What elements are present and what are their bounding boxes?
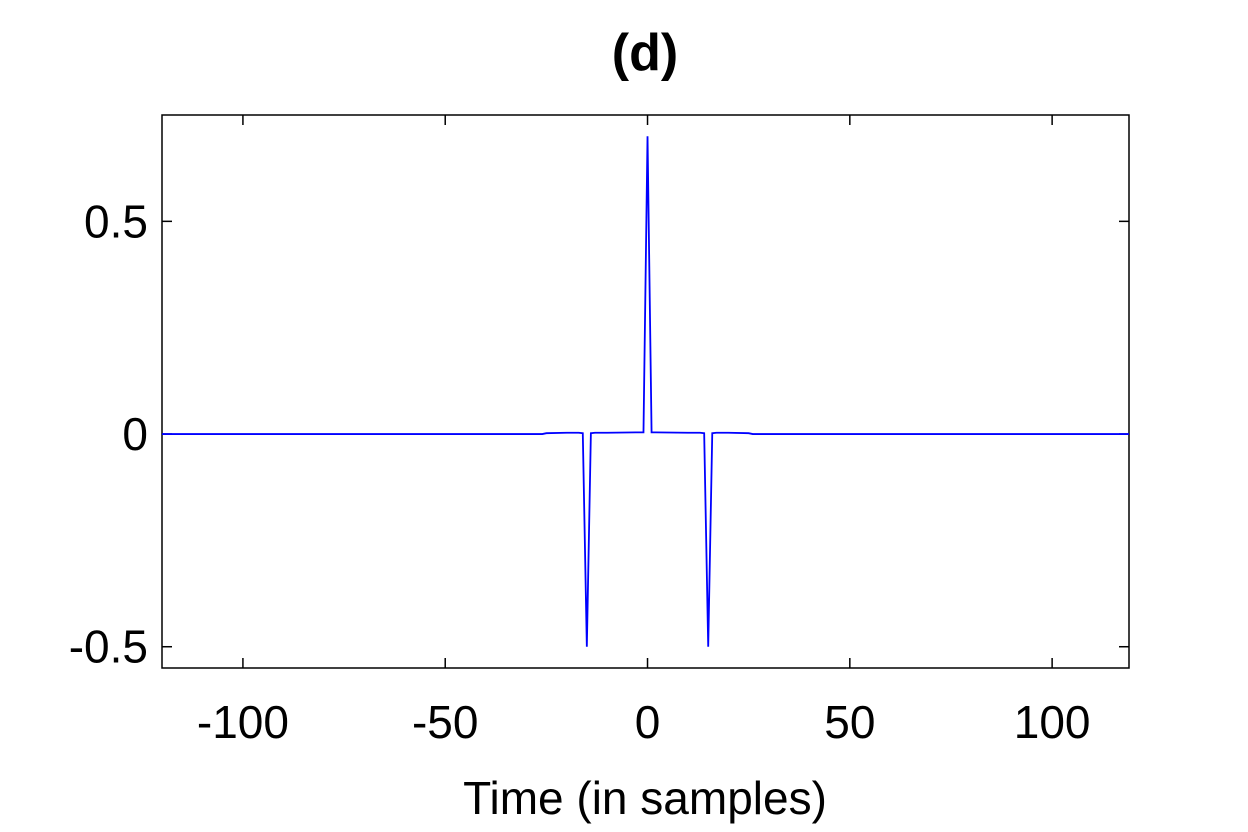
x-tick-label: -100 [197, 696, 289, 748]
x-tick-labels: -100 -50 0 50 100 [197, 696, 1091, 748]
y-tick-label: 0.5 [84, 195, 148, 247]
y-tick-label: -0.5 [69, 621, 148, 673]
x-tick-label: 50 [824, 696, 875, 748]
chart-title: (d) [612, 24, 678, 82]
plot-area [161, 114, 1130, 669]
x-tick-label: 0 [635, 696, 661, 748]
x-tick-label: -50 [412, 696, 478, 748]
x-tick-label: 100 [1014, 696, 1091, 748]
x-axis-label: Time (in samples) [463, 772, 827, 824]
y-tick-label: 0 [122, 408, 148, 460]
y-tick-labels: -0.5 0 0.5 [69, 195, 148, 672]
series-layer [162, 136, 1129, 647]
series-line [162, 136, 1129, 647]
